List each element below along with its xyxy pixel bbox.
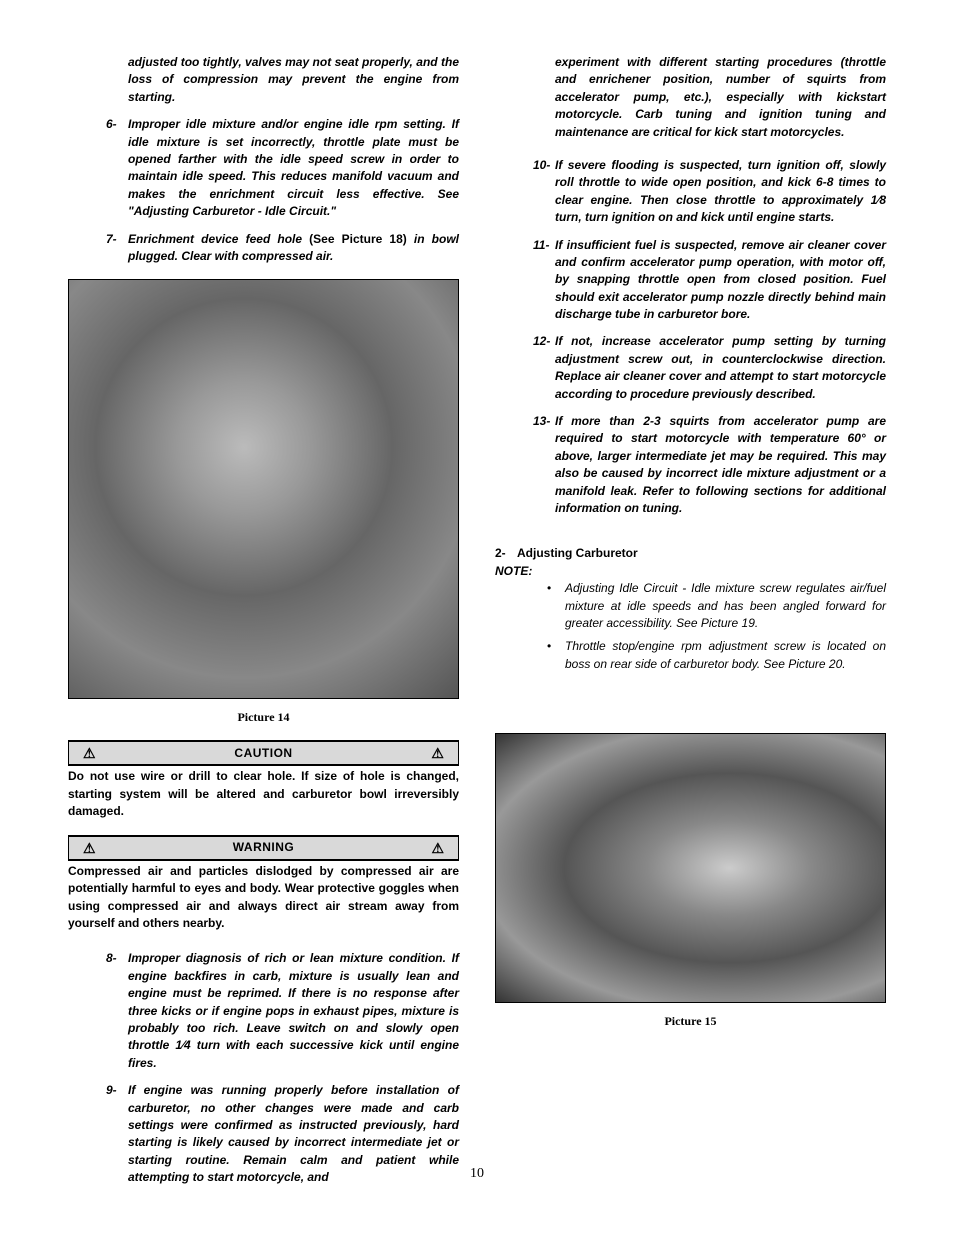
item-number: 8-: [106, 950, 128, 1072]
item-text: experiment with different starting proce…: [555, 54, 886, 141]
note-label: NOTE:: [495, 563, 886, 580]
warning-icon: ⚠: [431, 838, 444, 858]
item-number: [533, 54, 555, 141]
item-number: [106, 54, 128, 106]
section-heading: 2- Adjusting Carburetor: [495, 545, 886, 562]
item-number: 13-: [533, 413, 555, 517]
list-item: experiment with different starting proce…: [495, 54, 886, 141]
caution-box: ⚠ CAUTION ⚠: [68, 740, 459, 766]
item-text: Improper idle mixture and/or engine idle…: [128, 116, 459, 220]
item-number: 6-: [106, 116, 128, 220]
section-title: Adjusting Carburetor: [517, 545, 638, 562]
bullet-icon: •: [547, 580, 565, 632]
figure-14: Picture 14: [68, 279, 459, 726]
caution-text: Do not use wire or drill to clear hole. …: [68, 768, 459, 820]
list-item: 7- Enrichment device feed hole (See Pict…: [68, 231, 459, 266]
item-text: If not, increase accelerator pump settin…: [555, 333, 886, 403]
item-number: 7-: [106, 231, 128, 266]
list-item: adjusted too tightly, valves may not sea…: [68, 54, 459, 106]
item-number: 12-: [533, 333, 555, 403]
item-text: Improper diagnosis of rich or lean mixtu…: [128, 950, 459, 1072]
figure-caption: Picture 14: [68, 709, 459, 726]
warning-icon: ⚠: [431, 743, 444, 763]
note-list: • Adjusting Idle Circuit - Idle mixture …: [495, 580, 886, 673]
warning-icon: ⚠: [83, 838, 96, 858]
caution-title: CAUTION: [234, 745, 292, 762]
list-item: 8- Improper diagnosis of rich or lean mi…: [68, 950, 459, 1072]
list-item: 6- Improper idle mixture and/or engine i…: [68, 116, 459, 220]
list-item: 13- If more than 2-3 squirts from accele…: [495, 413, 886, 517]
bullet-icon: •: [547, 638, 565, 673]
figure-14-image: [68, 279, 459, 699]
page-content: adjusted too tightly, valves may not sea…: [68, 54, 886, 1154]
warning-text: Compressed air and particles dislodged b…: [68, 863, 459, 933]
figure-15: Picture 15: [495, 733, 886, 1030]
item-text: If insufficient fuel is suspected, remov…: [555, 237, 886, 324]
item-text: If severe flooding is suspected, turn ig…: [555, 157, 886, 227]
note-text: Throttle stop/engine rpm adjustment scre…: [565, 638, 886, 673]
right-column: experiment with different starting proce…: [495, 54, 886, 1154]
note-item: • Adjusting Idle Circuit - Idle mixture …: [547, 580, 886, 632]
note-item: • Throttle stop/engine rpm adjustment sc…: [547, 638, 886, 673]
section-number: 2-: [495, 545, 517, 562]
item-number: 9-: [106, 1082, 128, 1186]
figure-15-image: [495, 733, 886, 1003]
list-item: 9- If engine was running properly before…: [68, 1082, 459, 1186]
item-text: If more than 2-3 squirts from accelerato…: [555, 413, 886, 517]
item-text: If engine was running properly before in…: [128, 1082, 459, 1186]
warning-box: ⚠ WARNING ⚠: [68, 835, 459, 861]
list-item: 12- If not, increase accelerator pump se…: [495, 333, 886, 403]
item-number: 10-: [533, 157, 555, 227]
item-number: 11-: [533, 237, 555, 324]
note-text: Adjusting Idle Circuit - Idle mixture sc…: [565, 580, 886, 632]
list-item: 10- If severe flooding is suspected, tur…: [495, 157, 886, 227]
warning-title: WARNING: [233, 839, 295, 856]
figure-caption: Picture 15: [495, 1013, 886, 1030]
left-column: adjusted too tightly, valves may not sea…: [68, 54, 459, 1154]
item-text: adjusted too tightly, valves may not sea…: [128, 54, 459, 106]
list-item: 11- If insufficient fuel is suspected, r…: [495, 237, 886, 324]
item-text: Enrichment device feed hole (See Picture…: [128, 231, 459, 266]
warning-icon: ⚠: [83, 743, 96, 763]
